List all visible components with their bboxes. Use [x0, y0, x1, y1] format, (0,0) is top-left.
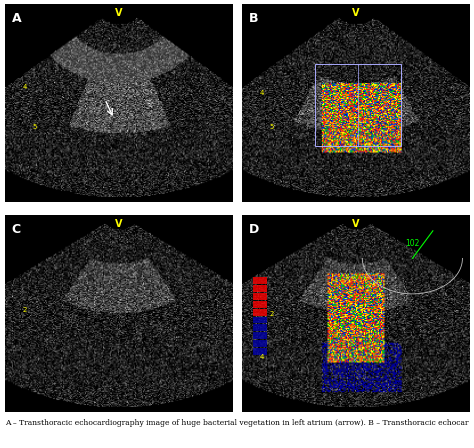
Text: 4: 4 — [260, 354, 264, 360]
Text: 5: 5 — [269, 124, 273, 129]
Text: 4: 4 — [23, 84, 27, 90]
Bar — [315, 64, 401, 146]
Bar — [253, 285, 267, 292]
Bar — [253, 340, 267, 347]
Text: A – Transthoracic echocardiography image of huge bacterial vegetation in left at: A – Transthoracic echocardiography image… — [5, 419, 468, 427]
Text: 5: 5 — [32, 124, 36, 129]
Bar — [253, 348, 267, 355]
Text: D: D — [248, 223, 259, 236]
Text: 2: 2 — [23, 307, 27, 313]
Bar — [253, 309, 267, 315]
Text: V: V — [352, 9, 359, 18]
Text: 2: 2 — [269, 310, 273, 317]
Text: V: V — [352, 219, 359, 229]
Bar — [253, 301, 267, 308]
Text: A: A — [11, 13, 21, 26]
Text: V: V — [115, 9, 122, 18]
Text: C: C — [11, 223, 21, 236]
Text: V: V — [115, 219, 122, 229]
Bar — [253, 332, 267, 339]
Bar — [253, 277, 267, 284]
Bar — [253, 317, 267, 323]
Text: 4: 4 — [260, 90, 264, 96]
Text: B: B — [248, 13, 258, 26]
Bar — [253, 293, 267, 300]
Text: 102: 102 — [406, 239, 420, 248]
Bar — [253, 324, 267, 332]
